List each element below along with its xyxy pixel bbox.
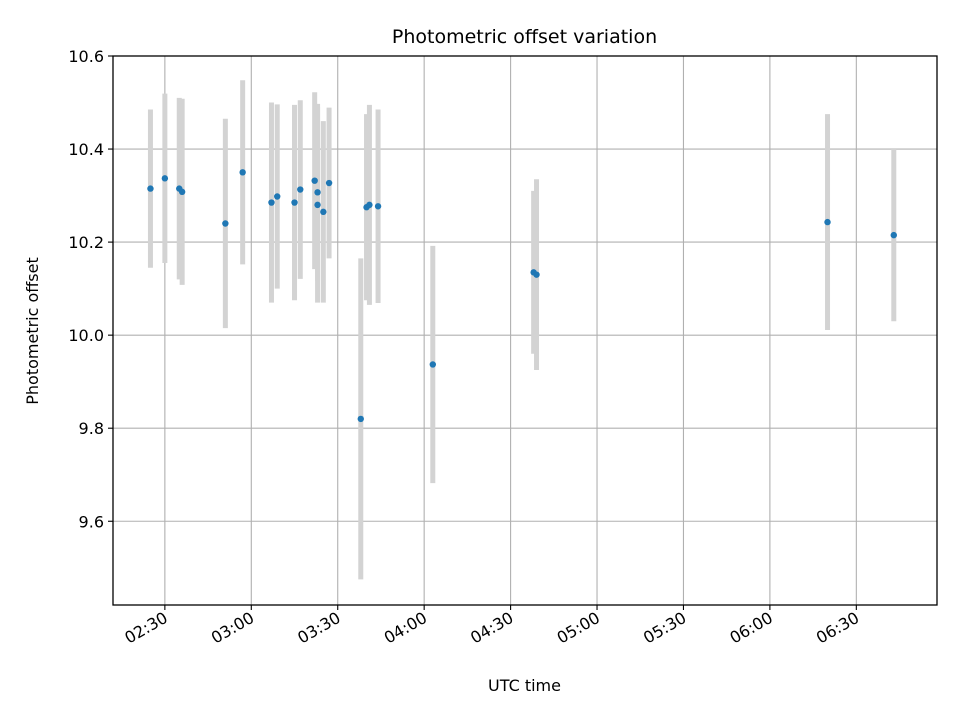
data-point [366, 201, 373, 209]
data-point [429, 361, 437, 368]
data-point [239, 169, 246, 176]
x-axis-title: UTC time [488, 676, 561, 695]
y-tick-label: 10.0 [68, 326, 104, 345]
data-point [222, 220, 229, 227]
plot-frame [112, 55, 938, 606]
y-tick-label: 9.6 [79, 512, 104, 531]
y-axis-title: Photometric offset [23, 257, 42, 405]
y-tick-label: 10.6 [68, 47, 104, 66]
y-tick-label: 9.8 [79, 419, 104, 438]
data-point [320, 208, 327, 216]
data-point [314, 201, 321, 209]
x-tick-label: 03:30 [294, 608, 343, 648]
y-tick-label: 10.4 [68, 140, 104, 159]
data-point [178, 188, 186, 196]
grid-lines [113, 55, 937, 605]
data-point [890, 231, 897, 239]
y-tick-label: 10.2 [68, 233, 104, 252]
error-bars [147, 80, 897, 580]
x-tick-label: 02:30 [121, 608, 170, 648]
data-point [325, 179, 333, 187]
data-point [533, 271, 540, 278]
data-point [297, 186, 304, 193]
data-point [147, 185, 154, 192]
chart-title: Photometric offset variation [392, 26, 657, 48]
data-point [314, 189, 321, 196]
x-tick-label: 04:00 [381, 608, 430, 648]
data-point [291, 199, 298, 206]
data-point [311, 177, 318, 184]
y-axis-ticks: 9.6 9.8 10.0 10.2 10.4 10.6 [68, 47, 113, 531]
data-point [274, 193, 281, 200]
data-point [824, 218, 831, 226]
x-tick-label: 06:00 [726, 608, 775, 648]
x-tick-label: 05:00 [554, 608, 603, 648]
x-tick-label: 04:30 [467, 608, 516, 648]
x-tick-label: 06:30 [813, 608, 862, 648]
data-point [161, 175, 169, 182]
data-point [374, 203, 382, 210]
x-tick-label: 05:30 [640, 608, 689, 648]
data-point [268, 199, 275, 206]
x-axis-ticks: 02:30 03:00 03:30 04:00 04:30 05:00 05:30 06:00… [121, 605, 862, 648]
data-points [147, 169, 897, 423]
x-tick-label: 03:00 [208, 608, 257, 648]
data-point [357, 415, 364, 423]
